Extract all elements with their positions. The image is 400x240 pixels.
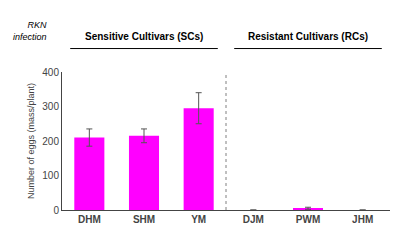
svg-text:100: 100 xyxy=(42,170,59,181)
svg-text:DHM: DHM xyxy=(78,214,101,225)
svg-text:RKNinfection: RKNinfection xyxy=(13,20,47,42)
svg-text:Sensitive Cultivars (SCs): Sensitive Cultivars (SCs) xyxy=(85,31,203,42)
svg-text:DJM: DJM xyxy=(243,214,264,225)
svg-text:400: 400 xyxy=(42,67,59,78)
svg-text:200: 200 xyxy=(42,136,59,147)
svg-text:Number of eggs (mass/plant): Number of eggs (mass/plant) xyxy=(26,83,36,199)
svg-text:PWM: PWM xyxy=(296,214,320,225)
svg-text:300: 300 xyxy=(42,101,59,112)
svg-text:0: 0 xyxy=(53,205,59,216)
svg-text:YM: YM xyxy=(191,214,206,225)
svg-text:Resistant Cultivars (RCs): Resistant Cultivars (RCs) xyxy=(248,31,368,42)
svg-text:JHM: JHM xyxy=(352,214,373,225)
svg-text:SHM: SHM xyxy=(133,214,155,225)
